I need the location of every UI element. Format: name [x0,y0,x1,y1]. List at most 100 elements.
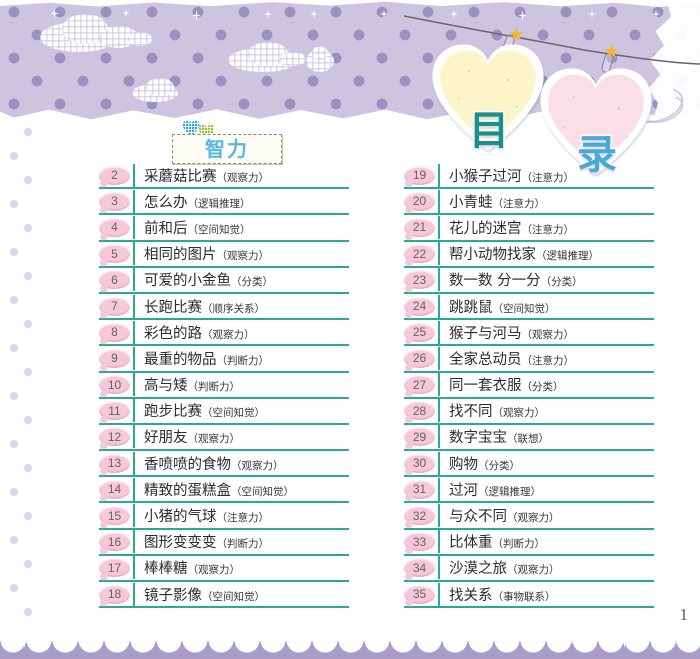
toc-row-entry[interactable]: 图形变变变（判断力） [144,531,269,552]
toc-row[interactable]: 7 长跑比赛（顺序关系） [99,294,349,321]
toc-row[interactable]: 28 找不同（观察力） [404,399,654,425]
toc-row-entry[interactable]: 精致的蛋糕盒（空间知觉） [144,479,294,500]
toc-row-title: 找不同 [449,404,493,421]
heart-card-mulu-second [538,66,654,177]
toc-row-entry[interactable]: 与众不同（观察力） [449,505,560,526]
toc-row-entry[interactable]: 比体重（判断力） [449,531,545,552]
toc-row-number: 2 [111,168,118,183]
toc-row-entry[interactable]: 小青蛙（注意力） [449,191,545,212]
toc-row[interactable]: 25 猴子与河马（观察力） [404,320,654,347]
toc-row-entry[interactable]: 同一套衣服（分类） [449,374,564,395]
toc-row[interactable]: 13 香喷喷的食物（观察力） [99,451,349,478]
toc-row-title: 最重的物品 [144,351,217,368]
toc-row-entry[interactable]: 沙漠之旅（观察力） [449,557,560,578]
toc-row-entry[interactable]: 帮小动物找家（逻辑推理） [449,243,599,264]
page-number-bubble: 8 [99,322,130,342]
toc-row-entry[interactable]: 怎么办（逻辑推理） [144,191,251,212]
toc-row[interactable]: 17 棒棒糖（观察力） [99,556,349,582]
toc-row[interactable]: 3 怎么办（逻辑推理） [99,189,349,216]
toc-row[interactable]: 6 可爱的小金鱼（分类） [99,268,349,294]
toc-column-right: 19 小猴子过河（注意力） 20 小青蛙（注意力） 21 花儿的迷宫（注意力） 22 帮小动物… [404,163,654,609]
sparkle-icon [380,9,388,19]
toc-row-entry[interactable]: 长跑比赛（顺序关系） [144,296,265,317]
toc-row-entry[interactable]: 前和后（空间知觉） [144,217,251,238]
toc-row-number: 6 [111,272,118,287]
toc-row-title: 可爱的小金鱼 [144,273,231,290]
toc-row-entry[interactable]: 购物（分类） [449,453,520,474]
toc-row[interactable]: 30 购物（分类） [404,451,654,478]
toc-row[interactable]: 24 跳跳鼠（空间知觉） [404,294,654,321]
toc-row-entry[interactable]: 数字宝宝（联想） [449,426,549,447]
toc-row[interactable]: 32 与众不同（观察力） [404,503,654,530]
toc-row-skill-tag: （逻辑推理） [536,250,599,263]
toc-row-entry[interactable]: 数一数 分一分（分类） [449,269,583,290]
toc-row[interactable]: 29 数字宝宝（联想） [404,425,654,452]
toc-row[interactable]: 8 彩色的路（观察力） [99,320,349,347]
toc-row[interactable]: 2 采蘑菇比赛（观察力） [99,163,349,190]
toc-row-entry[interactable]: 可爱的小金鱼（分类） [144,269,273,290]
toc-row-entry[interactable]: 最重的物品（判断力） [144,348,269,369]
toc-row[interactable]: 15 小猪的气球（注意力） [99,503,349,530]
toc-row[interactable]: 21 花儿的迷宫（注意力） [404,215,654,242]
toc-row-entry[interactable]: 香喷喷的食物（观察力） [144,453,284,474]
toc-row-entry[interactable]: 相同的图片（观察力） [144,243,269,264]
toc-row-entry[interactable]: 花儿的迷宫（注意力） [449,217,574,238]
row-divider [133,242,135,266]
toc-row[interactable]: 31 过河（逻辑推理） [404,477,654,504]
footer-decorative-band [0,619,700,659]
toc-row-entry[interactable]: 跳跳鼠（空间知觉） [449,296,556,317]
toc-row-entry[interactable]: 采蘑菇比赛（观察力） [144,165,269,186]
toc-row-entry[interactable]: 小猪的气球（注意力） [144,505,269,526]
side-dot [10,200,18,208]
toc-row-number: 25 [412,325,427,340]
page-number-bubble: 27 [404,375,435,395]
section-title: 智力 [205,137,249,161]
row-divider [438,425,440,449]
toc-row[interactable]: 10 高与矮（判断力） [99,373,349,399]
toc-row-entry[interactable]: 棒棒糖（观察力） [144,557,240,578]
toc-row-entry[interactable]: 找关系（事物联系） [449,584,556,605]
toc-row-entry[interactable]: 跑步比赛（空间知觉） [144,400,265,421]
toc-row[interactable]: 18 镜子影像（空间知觉） [99,582,349,609]
toc-row[interactable]: 5 相同的图片（观察力） [99,242,349,268]
sparkle-icon [470,637,479,648]
toc-row-entry[interactable]: 好朋友（观察力） [144,426,240,447]
toc-row[interactable]: 34 沙漠之旅（观察力） [404,556,654,582]
toc-row-number: 18 [107,587,122,602]
sparkle-icon [320,637,329,648]
toc-row-entry[interactable]: 全家总动员（注意力） [449,348,574,369]
page-number-bubble: 31 [404,479,435,499]
toc-row-entry[interactable]: 高与矮（判断力） [144,374,240,395]
toc-row-entry[interactable]: 彩色的路（观察力） [144,322,255,343]
page-number-bubble: 16 [99,532,130,552]
toc-row-entry[interactable]: 找不同（观察力） [449,400,545,421]
toc-row[interactable]: 26 全家总动员（注意力） [404,346,654,373]
toc-row[interactable]: 12 好朋友（观察力） [99,425,349,452]
toc-row-skill-tag: （观察力） [187,564,241,577]
side-dot [10,488,18,496]
toc-row[interactable]: 35 找关系（事物联系） [404,582,654,609]
toc-row[interactable]: 9 最重的物品（判断力） [99,346,349,373]
toc-row-entry[interactable]: 猴子与河马（观察力） [449,322,574,343]
toc-row-number: 30 [412,456,427,471]
toc-row[interactable]: 20 小青蛙（注意力） [404,189,654,216]
toc-row[interactable]: 23 数一数 分一分（分类） [404,268,654,294]
toc-row[interactable]: 19 小猴子过河（注意力） [404,163,654,190]
toc-row-entry[interactable]: 镜子影像（空间知觉） [144,584,265,605]
row-divider [438,320,440,344]
toc-row[interactable]: 22 帮小动物找家（逻辑推理） [404,242,654,268]
toc-row[interactable]: 16 图形变变变（判断力） [99,530,349,556]
toc-row[interactable]: 33 比体重（判断力） [404,530,654,556]
toc-row[interactable]: 27 同一套衣服（分类） [404,373,654,399]
toc-row-entry[interactable]: 小猴子过河（注意力） [449,165,574,186]
side-dot [24,176,32,184]
toc-row-skill-tag: （事物联系） [492,590,556,603]
toc-row-title: 购物 [449,456,478,473]
toc-row[interactable]: 14 精致的蛋糕盒（空间知觉） [99,477,349,504]
sparkle-icon [264,9,272,19]
toc-row[interactable]: 11 跑步比赛（空间知觉） [99,399,349,425]
sparkle-icon [370,637,379,648]
toc-row[interactable]: 4 前和后（空间知觉） [99,215,349,242]
toc-row-number: 24 [412,299,427,314]
toc-row-entry[interactable]: 过河（逻辑推理） [449,479,541,500]
